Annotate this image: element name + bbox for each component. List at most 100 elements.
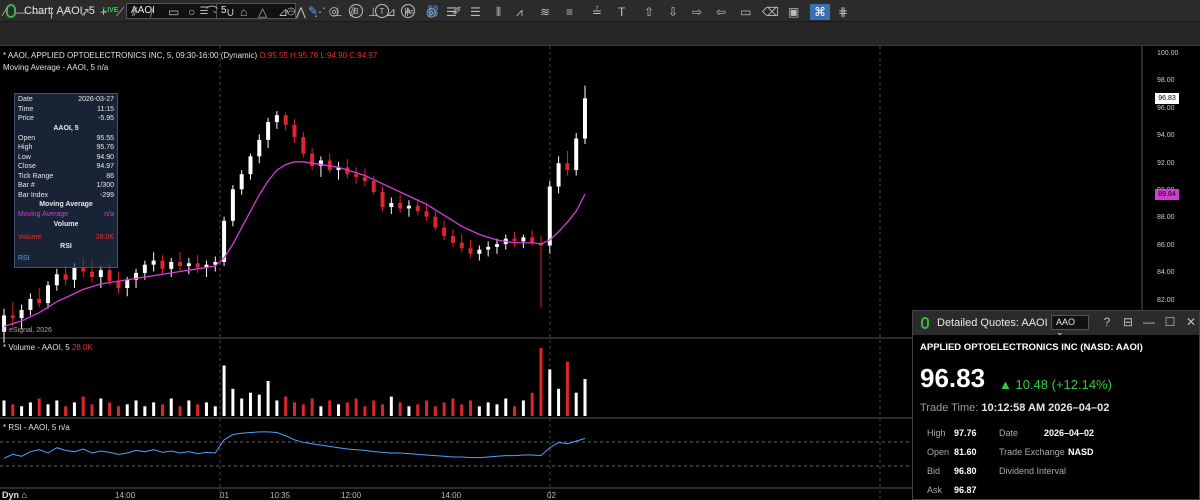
- volume-bar: [548, 369, 552, 416]
- fib-timezone-tool-icon[interactable]: ⊫: [404, 5, 415, 19]
- ellipse-tool-icon[interactable]: ○: [188, 5, 196, 19]
- clock-icon[interactable]: ◷: [286, 5, 296, 17]
- x-tick: 01: [220, 491, 229, 500]
- close-icon[interactable]: ✕: [1185, 315, 1197, 329]
- volume-bar: [125, 404, 129, 416]
- candle-body: [530, 237, 535, 243]
- speed-lines-tool-icon[interactable]: ⊥: [368, 5, 379, 19]
- fib-arc-tool-icon[interactable]: ⊥: [332, 5, 343, 19]
- dividend-label: Dividend Interval: [999, 466, 1067, 476]
- edit-icon[interactable]: ✐: [451, 4, 463, 18]
- candle-body: [318, 160, 323, 166]
- volume-bar: [275, 400, 279, 416]
- andrews-tool-icon[interactable]: ⊿: [386, 5, 397, 19]
- candle-body: [556, 163, 561, 187]
- chart-header: * AAOI, APPLIED OPTOELECTRONICS INC, 5, …: [3, 51, 377, 60]
- fib-fan-tool-icon[interactable]: ⋰: [314, 5, 326, 19]
- fib-ext-tool-icon[interactable]: ☰: [470, 5, 481, 19]
- draw-icon[interactable]: ◎: [328, 4, 340, 18]
- text-tool-icon[interactable]: T: [618, 5, 626, 19]
- wave-tool-icon[interactable]: ⊿: [278, 5, 289, 19]
- volume-bar: [187, 400, 191, 416]
- quadrant-tool-icon[interactable]: ≡: [566, 5, 574, 19]
- crosshair-tool-icon[interactable]: ⋕: [838, 5, 849, 19]
- cycle-tool-icon[interactable]: ∪: [226, 5, 235, 19]
- wave-count-tool-icon[interactable]: ⩘: [516, 5, 523, 19]
- x-tick: 02: [547, 491, 556, 500]
- volume-bar: [583, 379, 587, 416]
- volume-bar: [55, 400, 59, 416]
- rect-tool-icon[interactable]: ▭: [168, 5, 180, 19]
- volume-bar: [425, 400, 429, 416]
- line-tool-icon[interactable]: ⁄: [4, 5, 7, 19]
- vline-tool-icon[interactable]: |: [50, 5, 54, 19]
- hline-tool-icon[interactable]: —: [16, 5, 28, 19]
- gann-tool-icon[interactable]: ⫽: [350, 5, 356, 19]
- maximize-icon[interactable]: ☐: [1164, 315, 1176, 329]
- volume-bar: [108, 402, 112, 416]
- volume-bar: [240, 398, 244, 416]
- comment-tool-icon[interactable]: ▣: [788, 5, 800, 19]
- a-circle-icon[interactable]: A: [400, 3, 416, 19]
- candle-body: [2, 315, 6, 332]
- pitchfork-tool-icon[interactable]: ⫽: [132, 5, 138, 19]
- candle-body: [195, 263, 200, 268]
- candle-body: [565, 163, 570, 171]
- tirone-tool-icon[interactable]: ≟: [592, 5, 603, 19]
- pencil-icon[interactable]: ✎: [307, 4, 319, 18]
- time-cycles-tool-icon[interactable]: ⫴: [496, 5, 502, 19]
- quotes-symbol-select[interactable]: AAO ⌄: [1051, 315, 1089, 337]
- arrow-up-tool-icon[interactable]: ⇧: [644, 5, 655, 19]
- help-icon[interactable]: ?: [1103, 315, 1111, 329]
- esignal-logo-icon: [6, 3, 16, 18]
- date-value: 2026–04–02: [1044, 428, 1095, 438]
- ray-tool-icon[interactable]: —: [32, 5, 44, 19]
- candle-body: [222, 220, 227, 262]
- volume-bar: [513, 406, 517, 416]
- dw-value: 2026-03-27: [78, 96, 114, 103]
- b-circle-icon[interactable]: B: [348, 3, 364, 19]
- t-circle-icon[interactable]: T: [374, 3, 390, 19]
- y-tick: 84.00: [1157, 269, 1175, 277]
- candle-body: [98, 270, 103, 278]
- dyn-mode-label[interactable]: Dyn ⌂: [2, 490, 27, 500]
- menu-icon[interactable]: ☰: [199, 5, 209, 17]
- trend-tool-icon[interactable]: ⟋: [116, 5, 125, 19]
- settings-icon[interactable]: ⊟: [1122, 315, 1134, 329]
- arrow-tool-icon[interactable]: ↗: [80, 5, 91, 19]
- arrow-right-tool-icon[interactable]: ⇨: [692, 5, 703, 19]
- triangle-tool-icon[interactable]: △: [258, 5, 268, 19]
- symbol-select[interactable]: AAOI ⌄: [126, 3, 223, 19]
- ask-value: 96.87: [954, 485, 977, 495]
- magnet-tool-icon[interactable]: ⌘: [810, 4, 830, 20]
- range-tool-icon[interactable]: ≋: [540, 5, 551, 19]
- regression-tool-icon[interactable]: ⧸: [150, 5, 155, 19]
- note-tool-icon[interactable]: ▭: [740, 5, 752, 19]
- dw-value: 86: [106, 172, 114, 180]
- candle-body: [10, 315, 15, 319]
- ohlc-values: O:95.55 H:95.76 L:94.90 C:94.97: [259, 51, 378, 60]
- cross-tool-icon[interactable]: +: [100, 5, 108, 19]
- dw-label: Volume: [18, 233, 42, 241]
- interval-select[interactable]: 5 ⌄: [216, 3, 296, 19]
- eraser-tool-icon[interactable]: ⌫: [762, 5, 779, 19]
- y-tick: 88.00: [1157, 214, 1175, 222]
- volume-bar: [398, 402, 402, 416]
- fib-retrace-tool-icon[interactable]: ☰: [446, 5, 457, 19]
- target-tool-icon[interactable]: ◎: [426, 5, 437, 19]
- y-tick: 100.00: [1157, 49, 1179, 57]
- arrow-down-tool-icon[interactable]: ⇩: [668, 5, 679, 19]
- candle-body: [46, 285, 51, 304]
- b-circle-letter: B: [349, 4, 363, 18]
- channel-tool-icon[interactable]: ⟋: [62, 5, 71, 19]
- link-icon[interactable]: ⛓: [425, 4, 441, 18]
- arrow-left-tool-icon[interactable]: ⇦: [716, 5, 727, 19]
- polyline-tool-icon[interactable]: ⌂: [240, 5, 248, 19]
- zigzag-tool-icon[interactable]: ⋀: [296, 5, 306, 19]
- minimize-icon[interactable]: —: [1143, 315, 1155, 329]
- price-change: ▲ 10.48 (+12.14%): [999, 377, 1112, 392]
- volume-bar: [372, 400, 376, 416]
- trade-time-value: 10:12:58 AM 2026–04–02: [981, 402, 1110, 414]
- arc-tool-icon[interactable]: ⌒: [206, 5, 219, 19]
- volume-bar: [257, 394, 261, 416]
